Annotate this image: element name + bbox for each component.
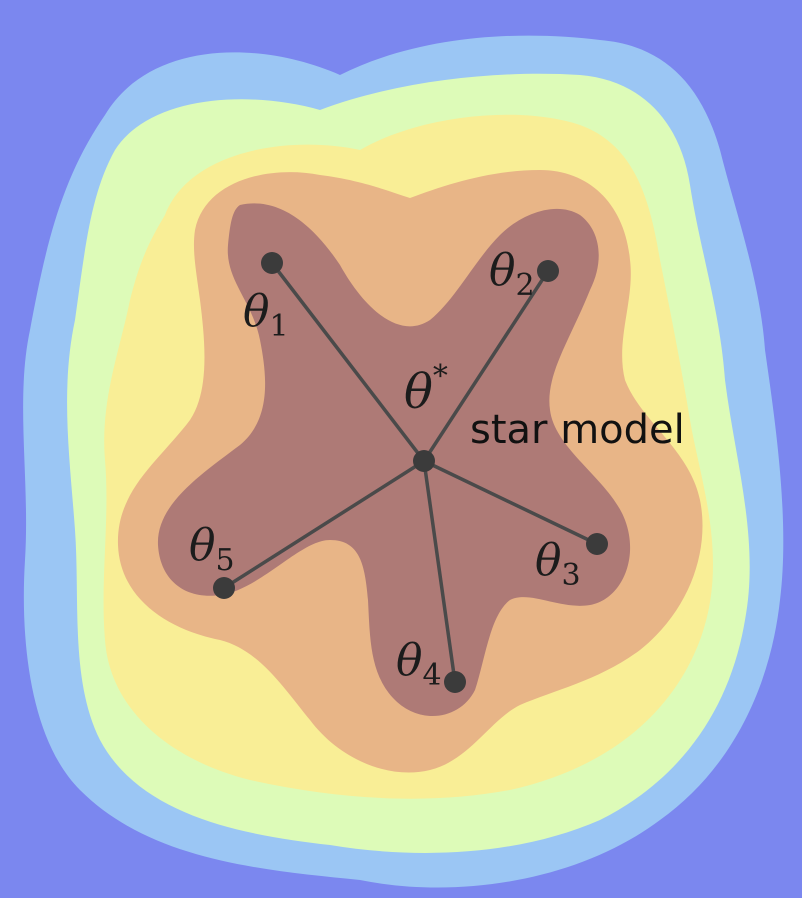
theta-5-label: θ5 [189, 520, 235, 578]
theta-star-label: θ* [404, 359, 448, 420]
theta-2-point [537, 260, 559, 282]
edge-theta-4 [422, 460, 457, 683]
theta-star-point [413, 450, 435, 472]
edge-theta-3 [423, 459, 598, 546]
theta-3-point [586, 533, 608, 555]
star-edges [223, 261, 598, 683]
theta-1-label: θ1 [243, 286, 289, 344]
edge-theta-1 [270, 261, 426, 463]
theta-3-label: θ3 [535, 535, 581, 593]
theta-4-label: θ4 [396, 635, 442, 693]
edge-theta-2 [422, 270, 550, 462]
star-model-caption: star model [470, 407, 685, 453]
theta-2-label: θ2 [489, 245, 535, 303]
theta-5-point [213, 577, 235, 599]
contour-level-5 [157, 203, 631, 717]
theta-4-point [444, 671, 466, 693]
theta-1-point [261, 252, 283, 274]
edge-theta-5 [223, 459, 425, 590]
star-nodes [213, 252, 608, 693]
